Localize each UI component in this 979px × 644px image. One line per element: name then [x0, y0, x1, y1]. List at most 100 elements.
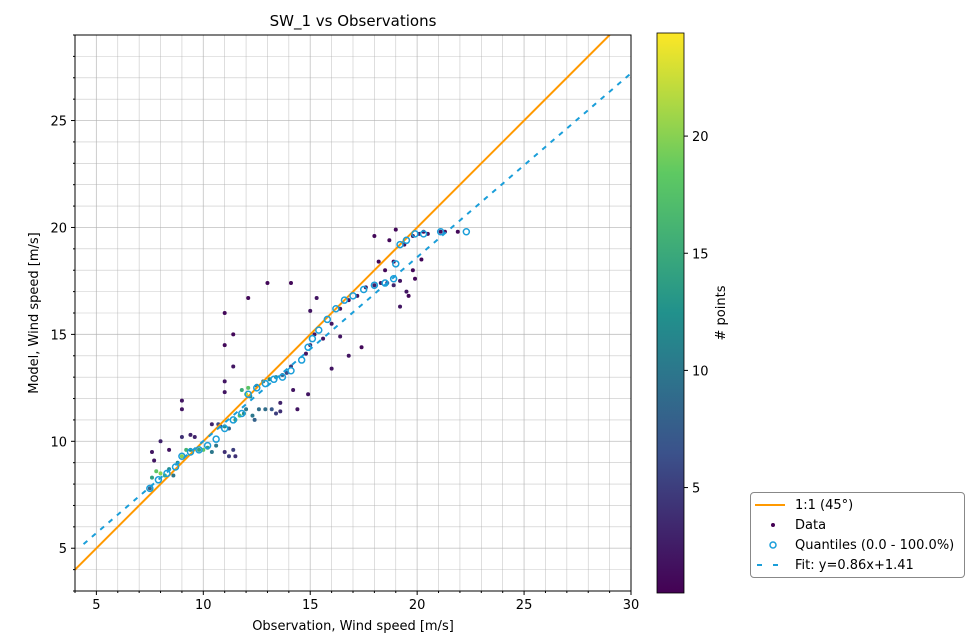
- quantile-point: [419, 230, 428, 238]
- quantile-point: [287, 366, 295, 375]
- data-point: [329, 321, 334, 326]
- data-point: [391, 283, 396, 288]
- data-point: [383, 268, 388, 273]
- quantile-point: [396, 240, 404, 249]
- colorbar-tick-label: 15: [692, 247, 709, 262]
- x-tick-label: 10: [195, 598, 212, 613]
- data-point: [306, 392, 311, 397]
- data-point: [321, 336, 326, 341]
- chart-title: SW_1 vs Observations: [270, 12, 437, 31]
- data-point: [455, 229, 460, 234]
- colorbar-label: # points: [714, 285, 729, 340]
- colorbar-tick-label: 20: [692, 130, 709, 145]
- data-point: [406, 293, 411, 298]
- x-axis-label: Observation, Wind speed [m/s]: [252, 619, 454, 634]
- legend-label: Fit: y=0.86x+1.41: [795, 557, 914, 573]
- data-point: [149, 450, 154, 454]
- quantile-point: [304, 343, 312, 351]
- data-point: [209, 450, 214, 454]
- quantile-point: [308, 334, 317, 343]
- data-point: [158, 439, 163, 444]
- data-point: [179, 454, 184, 459]
- legend-label: Data: [795, 517, 827, 533]
- data-point: [222, 379, 227, 384]
- data-point: [387, 238, 392, 243]
- data-point: [372, 234, 377, 239]
- data-point: [291, 387, 296, 392]
- quantile-point: [462, 227, 471, 236]
- data-point: [149, 475, 154, 480]
- data-point: [231, 332, 236, 337]
- quantile-point: [253, 384, 261, 392]
- x-tick-label: 25: [516, 598, 533, 613]
- data-point: [226, 454, 231, 459]
- quantile-point: [411, 230, 419, 238]
- axis-ticks: 5 10 15 20 25 30 5 10 15 20 25: [50, 34, 640, 613]
- x-tick-label: 5: [92, 598, 100, 613]
- colorbar-tick-label: 10: [692, 364, 709, 379]
- quantile-point: [278, 373, 287, 381]
- data-point: [233, 454, 238, 459]
- data-point: [179, 435, 184, 440]
- data-point: [222, 343, 227, 348]
- quantile-point: [270, 375, 278, 384]
- data-point: [269, 407, 274, 412]
- y-tick-label: 15: [50, 328, 67, 343]
- data-point: [152, 458, 157, 463]
- data-point: [295, 407, 300, 412]
- quantile-point: [238, 409, 246, 418]
- quantile-point: [178, 452, 186, 461]
- y-tick-label: 20: [50, 221, 67, 236]
- data-point: [404, 289, 409, 294]
- data-point: [410, 268, 415, 273]
- data-point: [263, 407, 268, 412]
- quantile-point: [389, 275, 398, 283]
- quantile-point: [297, 356, 306, 364]
- quantile-point: [186, 448, 195, 456]
- x-tick-label: 30: [623, 598, 640, 613]
- colorbar-ticks: 5 10 15 20: [684, 130, 709, 497]
- data-point: [438, 229, 443, 234]
- quantile-point: [212, 435, 220, 443]
- data-point: [256, 407, 261, 412]
- quantile-point: [381, 279, 389, 287]
- data-point: [250, 413, 255, 418]
- x-tick-label: 20: [409, 598, 426, 613]
- y-tick-label: 5: [59, 542, 67, 557]
- data-point: [231, 364, 236, 369]
- quantile-point: [436, 227, 445, 236]
- legend-item-fit: Fit: y=0.86x+1.41: [751, 555, 914, 575]
- data-point: [197, 447, 202, 452]
- data-point: [314, 296, 319, 301]
- legend: 1:1 (45°) Data Quantiles (0.0 - 100.0%) …: [750, 492, 965, 578]
- quantile-point: [349, 292, 357, 300]
- data-point: [398, 304, 403, 309]
- plot-marks: [75, 35, 631, 571]
- quantile-point: [370, 281, 379, 289]
- data-point: [246, 296, 251, 301]
- data-point: [303, 351, 308, 356]
- data-point: [222, 311, 227, 315]
- legend-item-quantiles: Quantiles (0.0 - 100.0%): [751, 535, 954, 555]
- quantile-point: [146, 484, 154, 493]
- data-point: [288, 281, 293, 286]
- data-point: [179, 407, 184, 412]
- quantile-point: [315, 326, 323, 334]
- quantile-point: [195, 446, 203, 454]
- quantile-point: [340, 296, 349, 304]
- fit-line: [82, 72, 631, 545]
- colorbar-tick-label: 5: [692, 482, 700, 497]
- data-point: [222, 390, 227, 395]
- y-tick-label: 25: [50, 115, 67, 130]
- quantile-point: [154, 476, 163, 484]
- quantile-point: [244, 390, 252, 399]
- legend-label: Quantiles (0.0 - 100.0%): [795, 537, 955, 553]
- data-point: [188, 432, 193, 437]
- quantile-point: [261, 379, 270, 388]
- data-point: [413, 276, 418, 281]
- data-point: [274, 411, 279, 416]
- data-point: [209, 422, 214, 427]
- data-point: [376, 259, 381, 264]
- data-point: [239, 387, 244, 392]
